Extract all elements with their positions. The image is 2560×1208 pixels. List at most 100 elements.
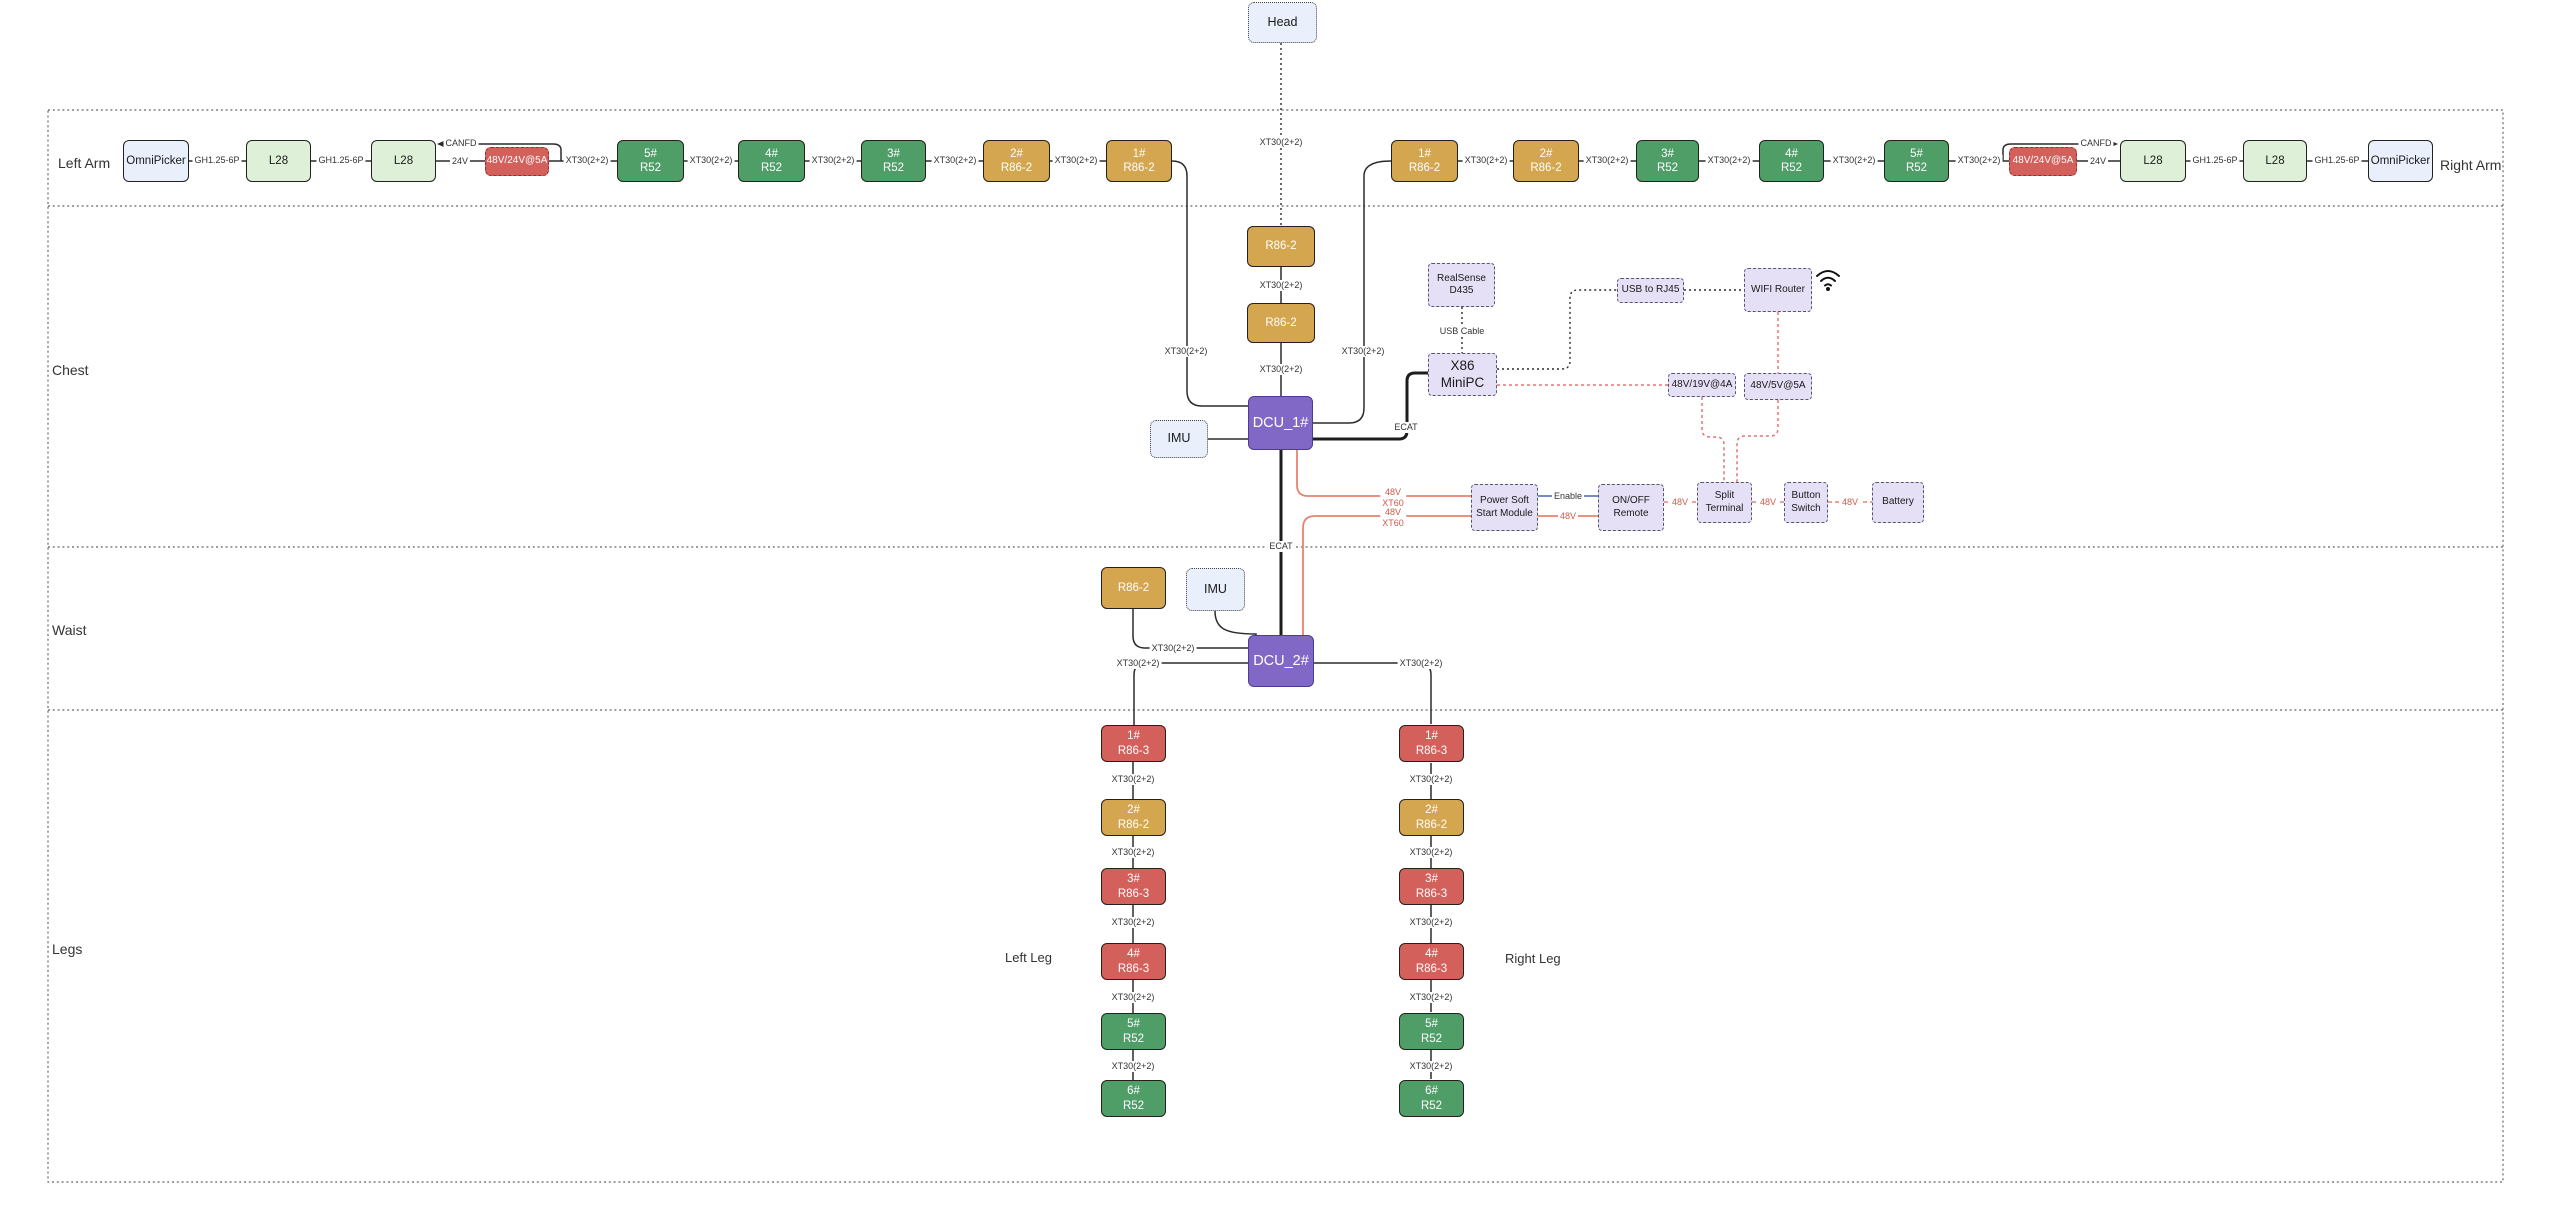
edge-label-xt30: XT30(2+2) (687, 155, 735, 166)
edge-label-gh125: GH1.25-6P (2312, 155, 2362, 166)
edge-label-xt30: XT30(2+2) (1830, 155, 1878, 166)
section-label-left-leg: Left Leg (1005, 950, 1052, 965)
node-left-leg-joint-2: 2# R86-2 (1101, 799, 1166, 836)
edge-label-xt30: XT30(2+2) (1955, 155, 2003, 166)
node-left-arm-dcdc-24v: 48V/24V@5A (485, 147, 549, 176)
edge-label-xt30: XT30(2+2) (809, 155, 857, 166)
edge-label-xt30: XT30(2+2) (1109, 847, 1157, 858)
node-split-terminal: Split Terminal (1697, 482, 1752, 523)
leg-wires (1132, 762, 1432, 1080)
node-left-leg-joint-6: 6# R52 (1101, 1080, 1166, 1117)
node-right-arm-joint-3: 3# R52 (1636, 140, 1699, 182)
node-right-arm-l28-outer: L28 (2243, 140, 2307, 182)
node-chest-r86-top: R86-2 (1247, 226, 1315, 267)
edge-label-xt30: XT30(2+2) (1114, 658, 1162, 669)
edge-label-canfd: CANFD (2078, 138, 2114, 149)
node-right-arm-joint-5: 5# R52 (1884, 140, 1949, 182)
node-head: Head (1248, 2, 1317, 43)
node-right-arm-dcdc-24v: 48V/24V@5A (2009, 147, 2077, 176)
node-chest-imu: IMU (1150, 420, 1208, 458)
edge-label-48v: 48V (1757, 497, 1779, 508)
node-dcu-2: DCU_2# (1248, 635, 1314, 687)
section-label-right-leg: Right Leg (1505, 951, 1561, 966)
canfd-bypass-wires (443, 143, 2112, 161)
node-wifi-router: WIFI Router (1744, 268, 1812, 312)
edge-label-xt30: XT30(2+2) (1407, 992, 1455, 1003)
node-dcu-1: DCU_1# (1248, 396, 1313, 450)
edge-label-gh125: GH1.25-6P (316, 155, 366, 166)
edge-label-48v: 48V (1839, 497, 1861, 508)
edge-label-xt30: XT30(2+2) (1109, 992, 1157, 1003)
node-dcdc-5v: 48V/5V@5A (1744, 373, 1812, 400)
edge-label-48v: 48V (1669, 497, 1691, 508)
node-onoff-remote: ON/OFF Remote (1598, 484, 1664, 531)
edge-label-xt30: XT30(2+2) (1407, 917, 1455, 928)
edge-label-xt30: XT30(2+2) (1407, 847, 1455, 858)
section-borders (47, 109, 2504, 1183)
power-48v-wires (1296, 450, 1598, 635)
edge-label-xt30: XT30(2+2) (1052, 155, 1100, 166)
network-wires (1461, 289, 1744, 370)
edge-label-xt30: XT30(2+2) (1462, 155, 1510, 166)
edge-label-48v-xt60: 48V XT60 (1380, 507, 1406, 529)
node-right-leg-joint-3: 3# R86-3 (1399, 868, 1464, 905)
edge-label-gh125: GH1.25-6P (2190, 155, 2240, 166)
edge-label-xt30: XT30(2+2) (1583, 155, 1631, 166)
node-realsense-d435: RealSense D435 (1428, 263, 1495, 307)
node-left-arm-joint-1: 1# R86-2 (1106, 140, 1172, 182)
node-left-arm-joint-3: 3# R52 (861, 140, 926, 182)
node-button-switch: Button Switch (1784, 482, 1828, 523)
node-right-arm-joint-4: 4# R52 (1759, 140, 1824, 182)
node-power-soft-start: Power Soft Start Module (1471, 484, 1538, 531)
node-right-arm-l28-inner: L28 (2120, 140, 2186, 182)
edge-label-xt30: XT30(2+2) (1705, 155, 1753, 166)
edge-label-xt30: XT30(2+2) (1149, 643, 1197, 654)
node-left-leg-joint-4: 4# R86-3 (1101, 943, 1166, 980)
node-left-leg-joint-5: 5# R52 (1101, 1013, 1166, 1050)
node-right-leg-joint-1: 1# R86-3 (1399, 725, 1464, 762)
node-dcdc-19v: 48V/19V@4A (1668, 373, 1736, 397)
node-left-arm-omnipicker: OmniPicker (123, 140, 189, 182)
edge-label-xt30: XT30(2+2) (931, 155, 979, 166)
edge-label-ecat: ECAT (1267, 541, 1295, 552)
edge-label-xt30: XT30(2+2) (563, 155, 611, 166)
node-x86-minipc: X86 MiniPC (1428, 353, 1497, 396)
section-label-chest: Chest (52, 362, 89, 378)
node-left-arm-l28-outer: L28 (246, 140, 311, 182)
edge-label-xt30: XT30(2+2) (1257, 280, 1305, 291)
wifi-icon (1816, 270, 1840, 291)
node-right-arm-omnipicker: OmniPicker (2368, 140, 2433, 182)
edge-label-xt30: XT30(2+2) (1407, 1061, 1455, 1072)
section-label-right-arm: Right Arm (2440, 157, 2502, 173)
node-right-leg-joint-4: 4# R86-3 (1399, 943, 1464, 980)
node-right-leg-joint-5: 5# R52 (1399, 1013, 1464, 1050)
edge-label-xt30: XT30(2+2) (1109, 917, 1157, 928)
node-waist-r86: R86-2 (1101, 567, 1166, 609)
node-usb-to-rj45: USB to RJ45 (1617, 278, 1684, 303)
section-label-waist: Waist (52, 622, 87, 638)
edge-label-ecat: ECAT (1392, 422, 1420, 433)
node-left-arm-joint-4: 4# R52 (738, 140, 805, 182)
dc-converter-wires (1497, 312, 1779, 482)
edge-label-48v: 48V (1557, 511, 1579, 522)
node-left-leg-joint-1: 1# R86-3 (1101, 725, 1166, 762)
edge-label-48v-xt60: 48V XT60 (1380, 487, 1406, 509)
node-left-arm-l28-inner: L28 (371, 140, 436, 182)
edge-label-enable: Enable (1551, 491, 1585, 502)
node-left-arm-joint-2: 2# R86-2 (983, 140, 1050, 182)
edge-label-xt30: XT30(2+2) (1407, 774, 1455, 785)
edge-label-24v: 24V (2087, 156, 2109, 167)
section-label-left-arm: Left Arm (58, 155, 111, 171)
edge-label-usb-cable: USB Cable (1437, 326, 1487, 337)
section-label-legs: Legs (52, 941, 83, 957)
node-waist-imu: IMU (1186, 568, 1245, 611)
edge-label-gh125: GH1.25-6P (192, 155, 242, 166)
edge-label-canfd: CANFD (443, 138, 479, 149)
edge-label-xt30: XT30(2+2) (1339, 346, 1387, 357)
node-right-arm-joint-2: 2# R86-2 (1513, 140, 1579, 182)
edge-label-xt30: XT30(2+2) (1397, 658, 1445, 669)
edge-label-xt30: XT30(2+2) (1109, 774, 1157, 785)
edge-label-xt30: XT30(2+2) (1109, 1061, 1157, 1072)
edge-label-24v: 24V (449, 156, 471, 167)
